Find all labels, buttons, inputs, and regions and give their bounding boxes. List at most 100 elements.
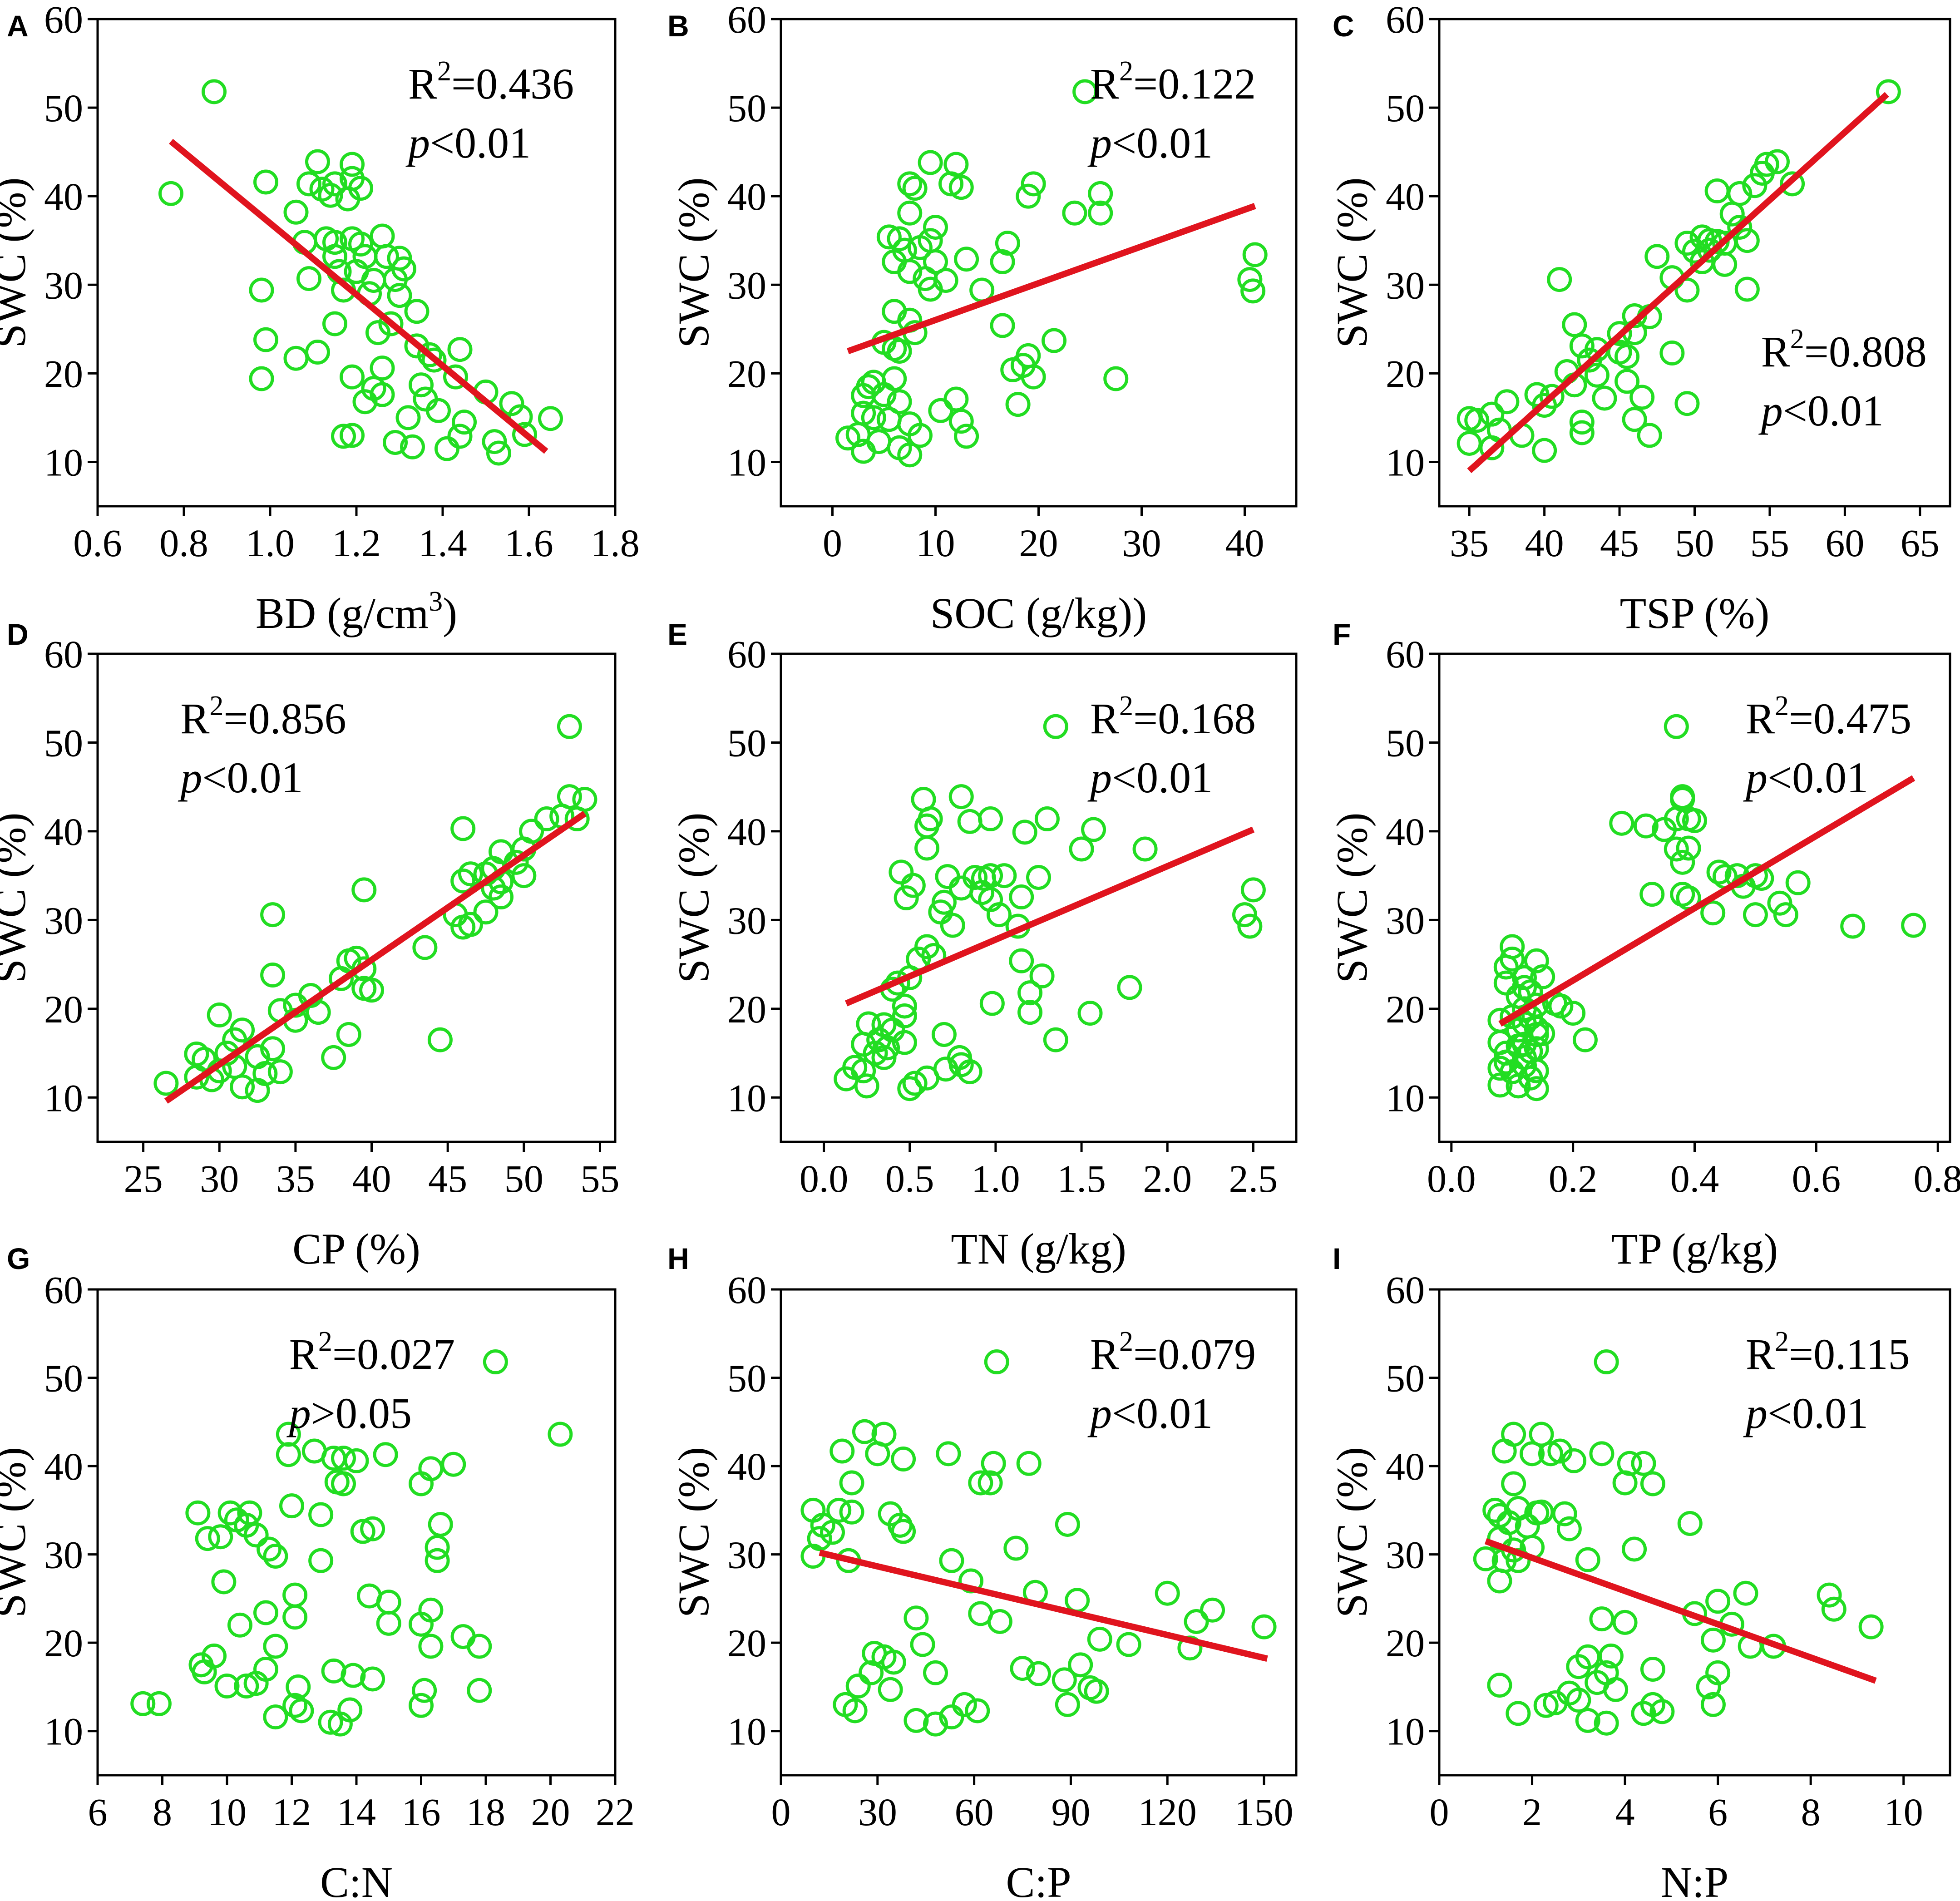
- y-tick-label: 60: [44, 632, 83, 676]
- data-point: [253, 169, 278, 195]
- r-squared-superscript: 2: [318, 1326, 332, 1357]
- data-point: [866, 1027, 892, 1052]
- x-tick-label: 8: [1801, 1790, 1821, 1834]
- y-axis-title: SWC (%): [0, 178, 35, 348]
- data-point: [990, 249, 1015, 275]
- data-point: [1700, 900, 1726, 926]
- data-point: [450, 1624, 476, 1649]
- data-point: [1560, 1001, 1586, 1026]
- data-point: [1575, 1547, 1600, 1572]
- data-point: [923, 1711, 948, 1737]
- data-point: [511, 863, 537, 889]
- data-point: [409, 372, 434, 398]
- data-point: [341, 1663, 366, 1688]
- y-tick-label: 20: [1386, 988, 1425, 1031]
- y-tick-label: 10: [1386, 440, 1425, 484]
- data-points: [130, 1349, 573, 1737]
- data-point: [282, 1605, 308, 1630]
- data-point: [826, 1497, 852, 1523]
- y-axis-title: SWC (%): [669, 1447, 718, 1618]
- data-point: [467, 1678, 492, 1703]
- data-point: [897, 259, 923, 284]
- r-squared-symbol: R: [1746, 694, 1775, 743]
- r-squared-value: =0.856: [223, 694, 346, 743]
- r-squared-value: =0.027: [332, 1330, 455, 1378]
- y-tick-label: 30: [44, 1533, 83, 1577]
- data-point: [1500, 1004, 1525, 1029]
- data-point: [428, 1511, 453, 1537]
- data-point: [227, 1612, 252, 1638]
- x-tick-label: 8: [153, 1790, 172, 1834]
- r-squared-value: =0.808: [1804, 327, 1927, 376]
- y-tick-label: 20: [1386, 1621, 1425, 1665]
- data-point: [370, 223, 395, 249]
- x-tick-label: 150: [1235, 1790, 1294, 1834]
- r-squared-superscript: 2: [1119, 56, 1133, 87]
- x-tick-label: 6: [88, 1790, 108, 1834]
- data-point: [359, 978, 385, 1003]
- data-point: [859, 1660, 884, 1685]
- data-point: [1700, 1627, 1726, 1653]
- data-point: [1062, 200, 1087, 226]
- data-point: [1487, 1673, 1512, 1698]
- data-point: [1081, 817, 1106, 842]
- data-point: [1727, 214, 1753, 240]
- x-axis-title: TN (g/kg): [951, 1225, 1126, 1273]
- data-point: [891, 1519, 916, 1544]
- p-value-symbol: p: [1743, 753, 1767, 802]
- data-point: [1773, 902, 1798, 928]
- data-point: [1821, 1596, 1846, 1622]
- data-point: [938, 171, 964, 197]
- x-axis-title: C:P: [1006, 1858, 1071, 1901]
- data-point: [845, 1674, 871, 1699]
- data-point: [1640, 1657, 1665, 1682]
- x-tick-label: 40: [352, 1157, 391, 1200]
- data-point: [376, 1610, 401, 1636]
- data-point: [1676, 806, 1701, 832]
- p-value-threshold: <0.01: [430, 119, 531, 167]
- x-tick-label: 1.2: [332, 521, 381, 565]
- p-value-threshold: <0.01: [1783, 386, 1884, 435]
- data-point: [1524, 1076, 1549, 1101]
- data-point: [404, 299, 430, 324]
- data-point: [1652, 817, 1677, 842]
- data-point: [426, 398, 451, 423]
- x-tick-label: 30: [1122, 521, 1161, 565]
- data-point: [1237, 267, 1263, 292]
- data-point: [1612, 1610, 1638, 1635]
- data-point: [936, 1441, 961, 1466]
- data-point: [1614, 344, 1640, 369]
- data-point: [348, 232, 373, 257]
- data-point: [1065, 1588, 1090, 1613]
- data-point: [441, 1452, 466, 1477]
- x-tick-label: 0: [1430, 1790, 1449, 1834]
- y-tick-label: 60: [1386, 1268, 1425, 1312]
- y-tick-label: 10: [1386, 1710, 1425, 1753]
- data-point: [1009, 884, 1034, 910]
- data-point: [1043, 714, 1068, 739]
- data-point: [965, 1698, 990, 1723]
- data-point: [1840, 913, 1866, 939]
- data-point: [486, 440, 511, 466]
- r-squared-value: =0.079: [1133, 1330, 1256, 1378]
- y-tick-label: 50: [1386, 86, 1425, 130]
- data-point: [1670, 849, 1695, 875]
- x-tick-label: 10: [1884, 1790, 1923, 1834]
- data-point: [851, 439, 876, 464]
- y-tick-label: 10: [727, 1076, 766, 1120]
- data-point: [900, 873, 926, 898]
- data-point: [230, 1074, 255, 1100]
- p-value-threshold: <0.01: [1767, 1389, 1868, 1437]
- data-point: [1530, 964, 1555, 989]
- data-point: [1532, 393, 1557, 418]
- r-squared-label: R2=0.475: [1746, 691, 1911, 743]
- panel-letter: G: [7, 1242, 30, 1275]
- data-point: [1042, 328, 1067, 353]
- data-point: [1637, 423, 1662, 448]
- data-point: [322, 311, 347, 336]
- data-point: [253, 327, 278, 352]
- data-point: [158, 181, 183, 206]
- data-point: [935, 864, 960, 889]
- data-point: [1069, 836, 1094, 862]
- data-point: [185, 1500, 211, 1526]
